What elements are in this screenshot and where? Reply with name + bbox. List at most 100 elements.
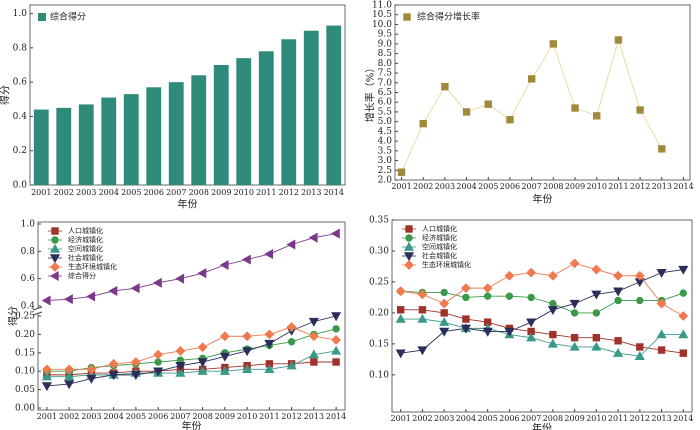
x-tick-label: 2010 — [234, 188, 254, 197]
marker — [154, 358, 162, 366]
x-tick-label: 2009 — [211, 188, 231, 197]
x-tick-label: 2012 — [630, 414, 650, 423]
marker — [570, 333, 579, 342]
marker — [108, 358, 119, 369]
x-tick-label: 2005 — [121, 188, 141, 197]
y-tick-label: 0.10 — [369, 370, 389, 380]
x-tick-label: 2005 — [477, 414, 497, 423]
marker — [86, 374, 97, 384]
series-line — [46, 361, 337, 376]
x-tick-label: 2003 — [76, 188, 96, 197]
marker — [395, 349, 406, 359]
bar — [101, 97, 117, 185]
x-tick-label: 2002 — [59, 412, 79, 421]
y-axis-label: 增长率（%） — [364, 63, 377, 123]
marker — [108, 285, 118, 297]
x-tick-label: 2014 — [673, 414, 693, 423]
y-tick-label: 3.0 — [378, 156, 393, 166]
bar — [281, 39, 297, 186]
marker — [614, 296, 622, 305]
y-tick-label: 0.4 — [21, 302, 36, 312]
series-line — [46, 233, 337, 301]
axis-break — [32, 311, 43, 316]
y-tick-label: 9.0 — [378, 39, 393, 49]
y-tick-label: 0.30 — [369, 246, 389, 256]
x-tick-label: 2010 — [586, 414, 606, 423]
bar — [303, 30, 319, 186]
marker — [613, 270, 623, 281]
marker — [332, 325, 340, 333]
marker — [527, 75, 536, 83]
legend-label: 生态环境城镇化 — [68, 262, 117, 271]
series-line — [46, 328, 337, 372]
marker — [569, 258, 580, 269]
marker — [636, 106, 644, 114]
marker — [634, 270, 645, 281]
y-tick-label: 0.00 — [15, 404, 35, 414]
marker — [308, 349, 319, 359]
x-tick-label: 2014 — [673, 182, 693, 191]
legend-label: 社会城镇化 — [68, 253, 103, 262]
bar — [168, 82, 184, 185]
marker — [591, 341, 602, 351]
marker — [242, 364, 253, 374]
y-tick-label: 8.5 — [378, 49, 393, 59]
x-tick-label: 2001 — [31, 188, 51, 197]
marker — [593, 112, 601, 120]
y-tick-label: 7.5 — [378, 69, 393, 79]
marker — [440, 288, 448, 297]
x-tick-label: 2003 — [81, 412, 101, 421]
marker — [51, 236, 59, 244]
y-tick-label: 1.0 — [13, 9, 28, 19]
marker — [153, 367, 164, 377]
marker — [417, 289, 428, 300]
marker — [286, 360, 297, 370]
y-tick-label: 0.20 — [369, 308, 389, 318]
marker — [175, 273, 185, 284]
x-tick-label: 2012 — [279, 188, 299, 197]
y-tick-label: 6.0 — [378, 98, 393, 108]
marker — [527, 293, 535, 302]
y-tick-label: 5.5 — [378, 107, 393, 117]
marker — [403, 13, 411, 21]
marker — [63, 294, 73, 305]
marker — [404, 260, 414, 270]
marker — [49, 243, 61, 253]
x-tick-label: 2005 — [126, 412, 146, 421]
legend-label: 空间城镇化 — [68, 244, 103, 253]
x-axis-label: 年份 — [533, 193, 553, 206]
x-axis-label: 年份 — [532, 422, 552, 430]
marker — [482, 283, 493, 294]
marker — [286, 322, 297, 332]
y-tick-label: 4.0 — [378, 137, 393, 147]
marker — [549, 40, 558, 48]
marker — [331, 345, 342, 355]
x-tick-label: 2013 — [652, 182, 672, 191]
marker — [219, 352, 230, 362]
marker — [197, 365, 208, 375]
legend-label: 空间城镇化 — [422, 242, 457, 251]
marker — [613, 287, 624, 297]
legend-label: 人口城镇化 — [68, 226, 103, 235]
bar — [123, 94, 139, 185]
marker — [482, 327, 493, 337]
x-tick-label: 2006 — [144, 188, 164, 197]
marker — [440, 309, 448, 317]
legend-label: 人口城镇化 — [422, 224, 457, 233]
marker — [197, 342, 208, 353]
x-axis-label: 年份 — [178, 198, 198, 211]
x-tick-label: 2002 — [54, 188, 74, 197]
y-tick-label: 0.20 — [15, 330, 35, 340]
marker — [397, 168, 406, 176]
marker — [153, 349, 164, 360]
marker — [656, 268, 667, 278]
marker — [679, 289, 688, 297]
x-tick-label: 2014 — [324, 188, 344, 197]
marker — [86, 364, 97, 375]
bar — [78, 104, 94, 185]
x-axis-label: 年份 — [182, 420, 202, 430]
x-tick-label: 2007 — [521, 182, 541, 191]
marker — [526, 267, 537, 278]
marker — [49, 254, 61, 264]
